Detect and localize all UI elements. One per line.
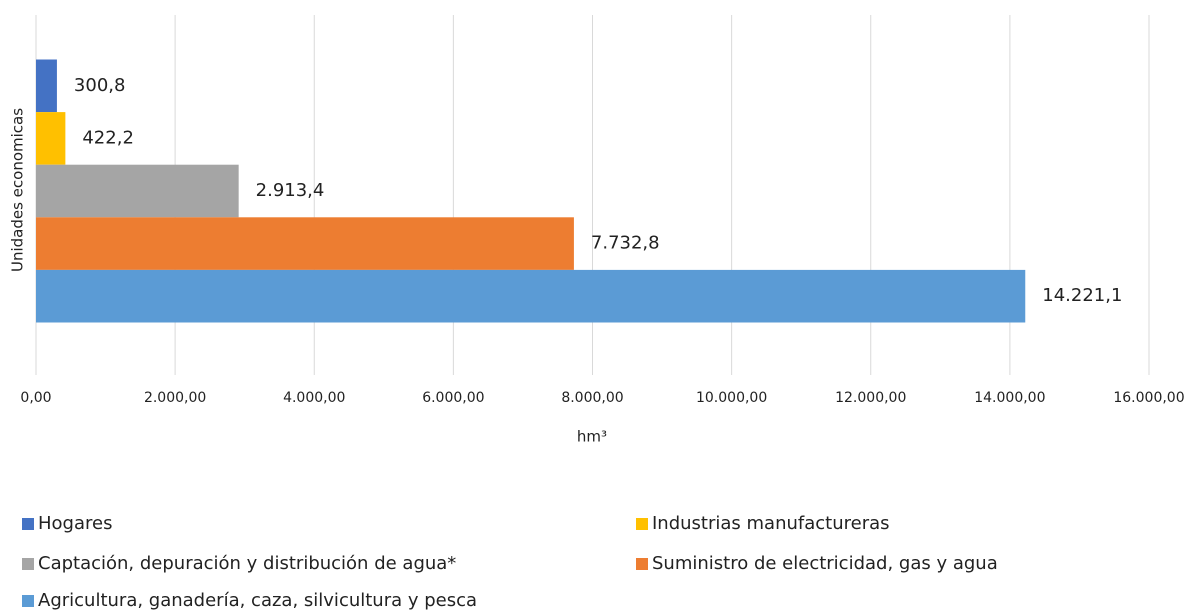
legend-swatch bbox=[636, 518, 648, 530]
bar bbox=[36, 112, 66, 165]
legend-label: Agricultura, ganadería, caza, silvicultu… bbox=[38, 590, 477, 611]
bar bbox=[36, 269, 1026, 323]
data-label: 422,2 bbox=[82, 127, 134, 148]
x-tick-label: 0,00 bbox=[20, 390, 51, 406]
legend-label: Suministro de electricidad, gas y agua bbox=[652, 553, 998, 574]
legend-label: Captación, depuración y distribución de … bbox=[38, 553, 456, 574]
x-tick-label: 4.000,00 bbox=[283, 390, 345, 406]
bar bbox=[36, 164, 239, 218]
x-tick-label: 2.000,00 bbox=[144, 390, 206, 406]
data-label: 300,8 bbox=[74, 75, 126, 96]
x-tick-label: 10.000,00 bbox=[696, 390, 767, 406]
x-tick-label: 12.000,00 bbox=[835, 390, 906, 406]
bar bbox=[36, 59, 57, 113]
legend-swatch bbox=[22, 595, 34, 607]
legend-swatch bbox=[22, 558, 34, 570]
x-tick-label: 8.000,00 bbox=[561, 390, 623, 406]
legend-swatch bbox=[22, 518, 34, 530]
x-tick-label: 16.000,00 bbox=[1113, 390, 1184, 406]
legend-label: Hogares bbox=[38, 513, 112, 534]
x-tick-label: 14.000,00 bbox=[974, 390, 1045, 406]
bar bbox=[36, 217, 574, 270]
x-tick-label: 6.000,00 bbox=[422, 390, 484, 406]
data-label: 7.732,8 bbox=[591, 233, 660, 254]
x-axis-label: hm³ bbox=[577, 428, 607, 446]
legend-swatch bbox=[636, 558, 648, 570]
data-label: 14.221,1 bbox=[1042, 285, 1122, 306]
data-label: 2.913,4 bbox=[256, 180, 325, 201]
legend-label: Industrias manufactureras bbox=[652, 513, 890, 534]
y-axis-label: Unidades economicas bbox=[9, 108, 27, 272]
